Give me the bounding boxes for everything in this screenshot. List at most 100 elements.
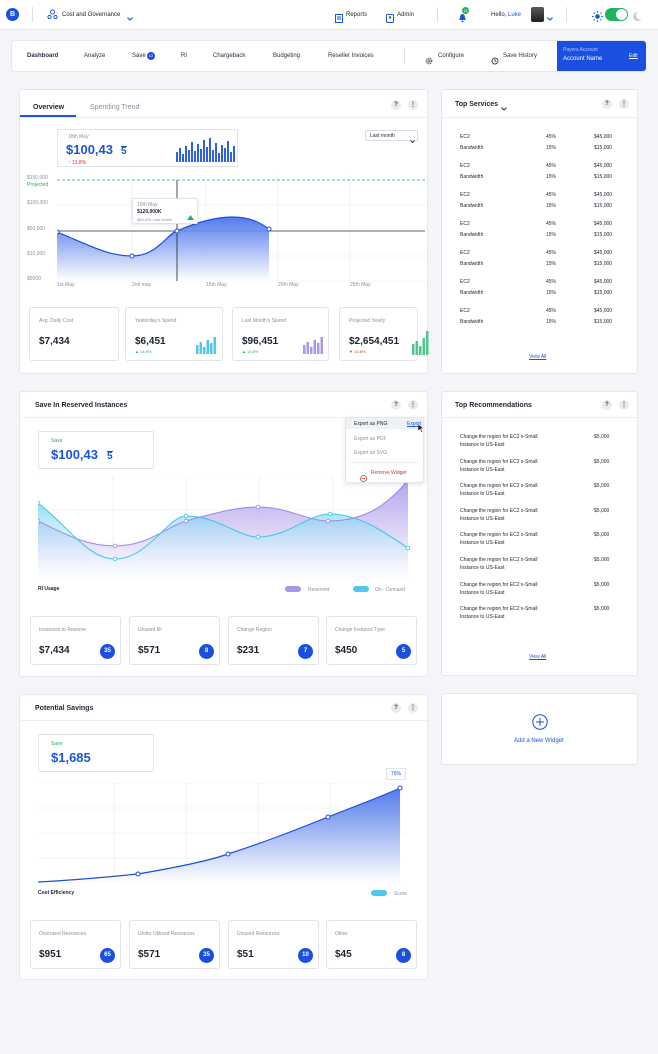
tab-reseller-invoices[interactable]: Reseller Invoices — [328, 53, 374, 59]
tab-chargeback[interactable]: Chargeback — [213, 53, 246, 59]
tooltip-value: $120,000K — [137, 209, 162, 215]
chevron-down-icon — [409, 132, 416, 150]
user-name[interactable]: Luke — [508, 12, 522, 18]
stat-change: ▼ 13.8% — [349, 349, 366, 354]
save-count-badge: 12 — [147, 52, 155, 60]
bell-icon[interactable] — [458, 10, 467, 28]
data-point — [57, 229, 60, 235]
help-icon[interactable]: ? — [391, 100, 401, 110]
theme-toggle[interactable] — [605, 8, 628, 21]
save-history-link[interactable]: Save History — [503, 53, 538, 59]
stat-label: Change Region — [237, 627, 272, 633]
remove-icon[interactable] — [360, 469, 367, 487]
spark-bar — [179, 148, 181, 162]
export-link[interactable]: Export — [407, 421, 422, 427]
tab-budgeting[interactable]: Budgeting — [273, 53, 301, 59]
help-icon[interactable]: ? — [391, 703, 401, 713]
period-select[interactable]: Last month — [365, 130, 418, 144]
legend-score: Score — [394, 891, 408, 897]
add-widget-label[interactable]: Add a New Widget — [514, 738, 564, 744]
efficiency-area — [38, 788, 400, 882]
service-cell: EC2 — [460, 192, 470, 198]
service-cell: 15% — [546, 232, 557, 238]
recommendation-cell: Change the region for EC2 x-Small — [460, 434, 538, 440]
help-icon[interactable]: ? — [602, 99, 612, 109]
stat-yesterdays-spend: Yesterday's Spend $6,451 ▲ 13.8% — [125, 307, 223, 361]
chevron-down-icon[interactable] — [546, 10, 554, 28]
avatar[interactable] — [531, 7, 544, 22]
help-icon[interactable]: ? — [391, 400, 401, 410]
payer-edit-link[interactable]: Edit — [629, 53, 638, 59]
tab-active-indicator — [20, 115, 76, 117]
summary-sparkbars — [176, 138, 235, 162]
stat-count-badge: 10 — [298, 948, 313, 963]
add-icon[interactable] — [532, 714, 548, 735]
cost-governance-icon — [47, 8, 58, 20]
stat-avg-daily-cost: Avg. Daily Cost $7,434 — [29, 307, 119, 361]
service-cell: $45,000 — [594, 250, 613, 256]
tab-analyze[interactable]: Analyze — [84, 53, 106, 59]
export-svg-item[interactable]: Export as SVG — [354, 450, 388, 456]
view-all-link[interactable]: View All — [529, 654, 547, 660]
view-all-link[interactable]: View All — [529, 354, 547, 360]
chevron-down-icon[interactable] — [126, 10, 134, 28]
summary-change-value: 13.8% — [71, 160, 87, 166]
service-cell: $45,000 — [594, 279, 613, 285]
stat-count-badge: 35 — [199, 948, 214, 963]
recommendation-cell: Instance to US-East — [460, 540, 505, 547]
save-value: $100,43 — [51, 447, 98, 462]
payer-name: Account Name — [563, 56, 603, 62]
spark-bar — [227, 141, 229, 162]
recommendation-cell: Change the region for EC2 x-Small — [460, 557, 538, 563]
recommendation-cell: Change the region for EC2 x-Small — [460, 507, 538, 514]
reports-link[interactable]: Reports — [346, 12, 368, 18]
admin-icon[interactable] — [386, 10, 394, 28]
data-point — [327, 511, 333, 517]
spark-bar — [185, 146, 187, 162]
admin-link[interactable]: Admin — [397, 12, 415, 18]
more-menu-icon[interactable]: ⋮ — [408, 703, 418, 713]
moon-icon[interactable] — [632, 9, 642, 27]
stat-value: $45 — [335, 949, 352, 960]
logo[interactable]: B — [6, 8, 19, 21]
stat-count-badge: 5 — [396, 644, 411, 659]
top-services-title[interactable]: Top Services — [455, 101, 499, 108]
configure-link[interactable]: Configure — [438, 53, 465, 59]
reports-icon[interactable] — [335, 10, 343, 28]
remove-widget-item[interactable]: Remove Widget — [371, 470, 407, 476]
add-widget-card[interactable]: Add a New Widget — [441, 693, 638, 765]
stat-change-region: Change Region $231 7 — [228, 616, 319, 665]
service-cell: $15,000 — [594, 290, 613, 296]
spark-bar — [206, 147, 208, 162]
chevron-down-icon[interactable] — [500, 100, 508, 118]
tab-overview[interactable]: Overview — [33, 104, 65, 111]
spark-bar — [188, 150, 190, 162]
reserved-instances-card: Save In Reserved Instances ? ⋮ Save $100… — [19, 391, 428, 677]
export-pdf-item[interactable]: Export as PDF — [354, 436, 387, 442]
tab-dashboard[interactable]: Dashboard — [27, 53, 59, 59]
service-cell: 15% — [546, 145, 557, 151]
x-tick-label: 1st May — [57, 282, 75, 288]
tab-spending-trend[interactable]: Spending Trend — [90, 104, 140, 111]
help-icon[interactable]: ? — [602, 400, 612, 410]
reserved-title: Save In Reserved Instances — [35, 402, 128, 409]
more-menu-icon[interactable]: ⋮ — [408, 400, 418, 410]
more-menu-icon[interactable]: ⋮ — [619, 99, 629, 109]
service-cell: Bandwidth — [460, 261, 484, 267]
payer-account-selector[interactable]: Payers Account Account Name Edit — [557, 41, 646, 71]
y-tick-label: $5000 — [27, 276, 41, 282]
summary-box: 18th May $100,43 5 ↑ 13.8% — [57, 129, 238, 167]
sun-icon[interactable] — [592, 9, 603, 27]
more-menu-icon[interactable]: ⋮ — [619, 400, 629, 410]
tab-ri[interactable]: RI — [181, 53, 187, 59]
service-cell: $45,000 — [594, 221, 613, 227]
tab-save[interactable]: Save — [132, 53, 146, 59]
save-label: Save — [51, 741, 63, 747]
service-cell: $15,000 — [594, 319, 613, 325]
more-menu-icon[interactable]: ⋮ — [408, 100, 418, 110]
history-icon[interactable] — [491, 52, 499, 70]
stat-value: $96,451 — [242, 336, 279, 347]
export-png-item[interactable]: Export as PNG — [354, 421, 388, 427]
app-title[interactable]: Cost and Governance — [62, 12, 121, 18]
gear-icon[interactable] — [425, 52, 433, 70]
